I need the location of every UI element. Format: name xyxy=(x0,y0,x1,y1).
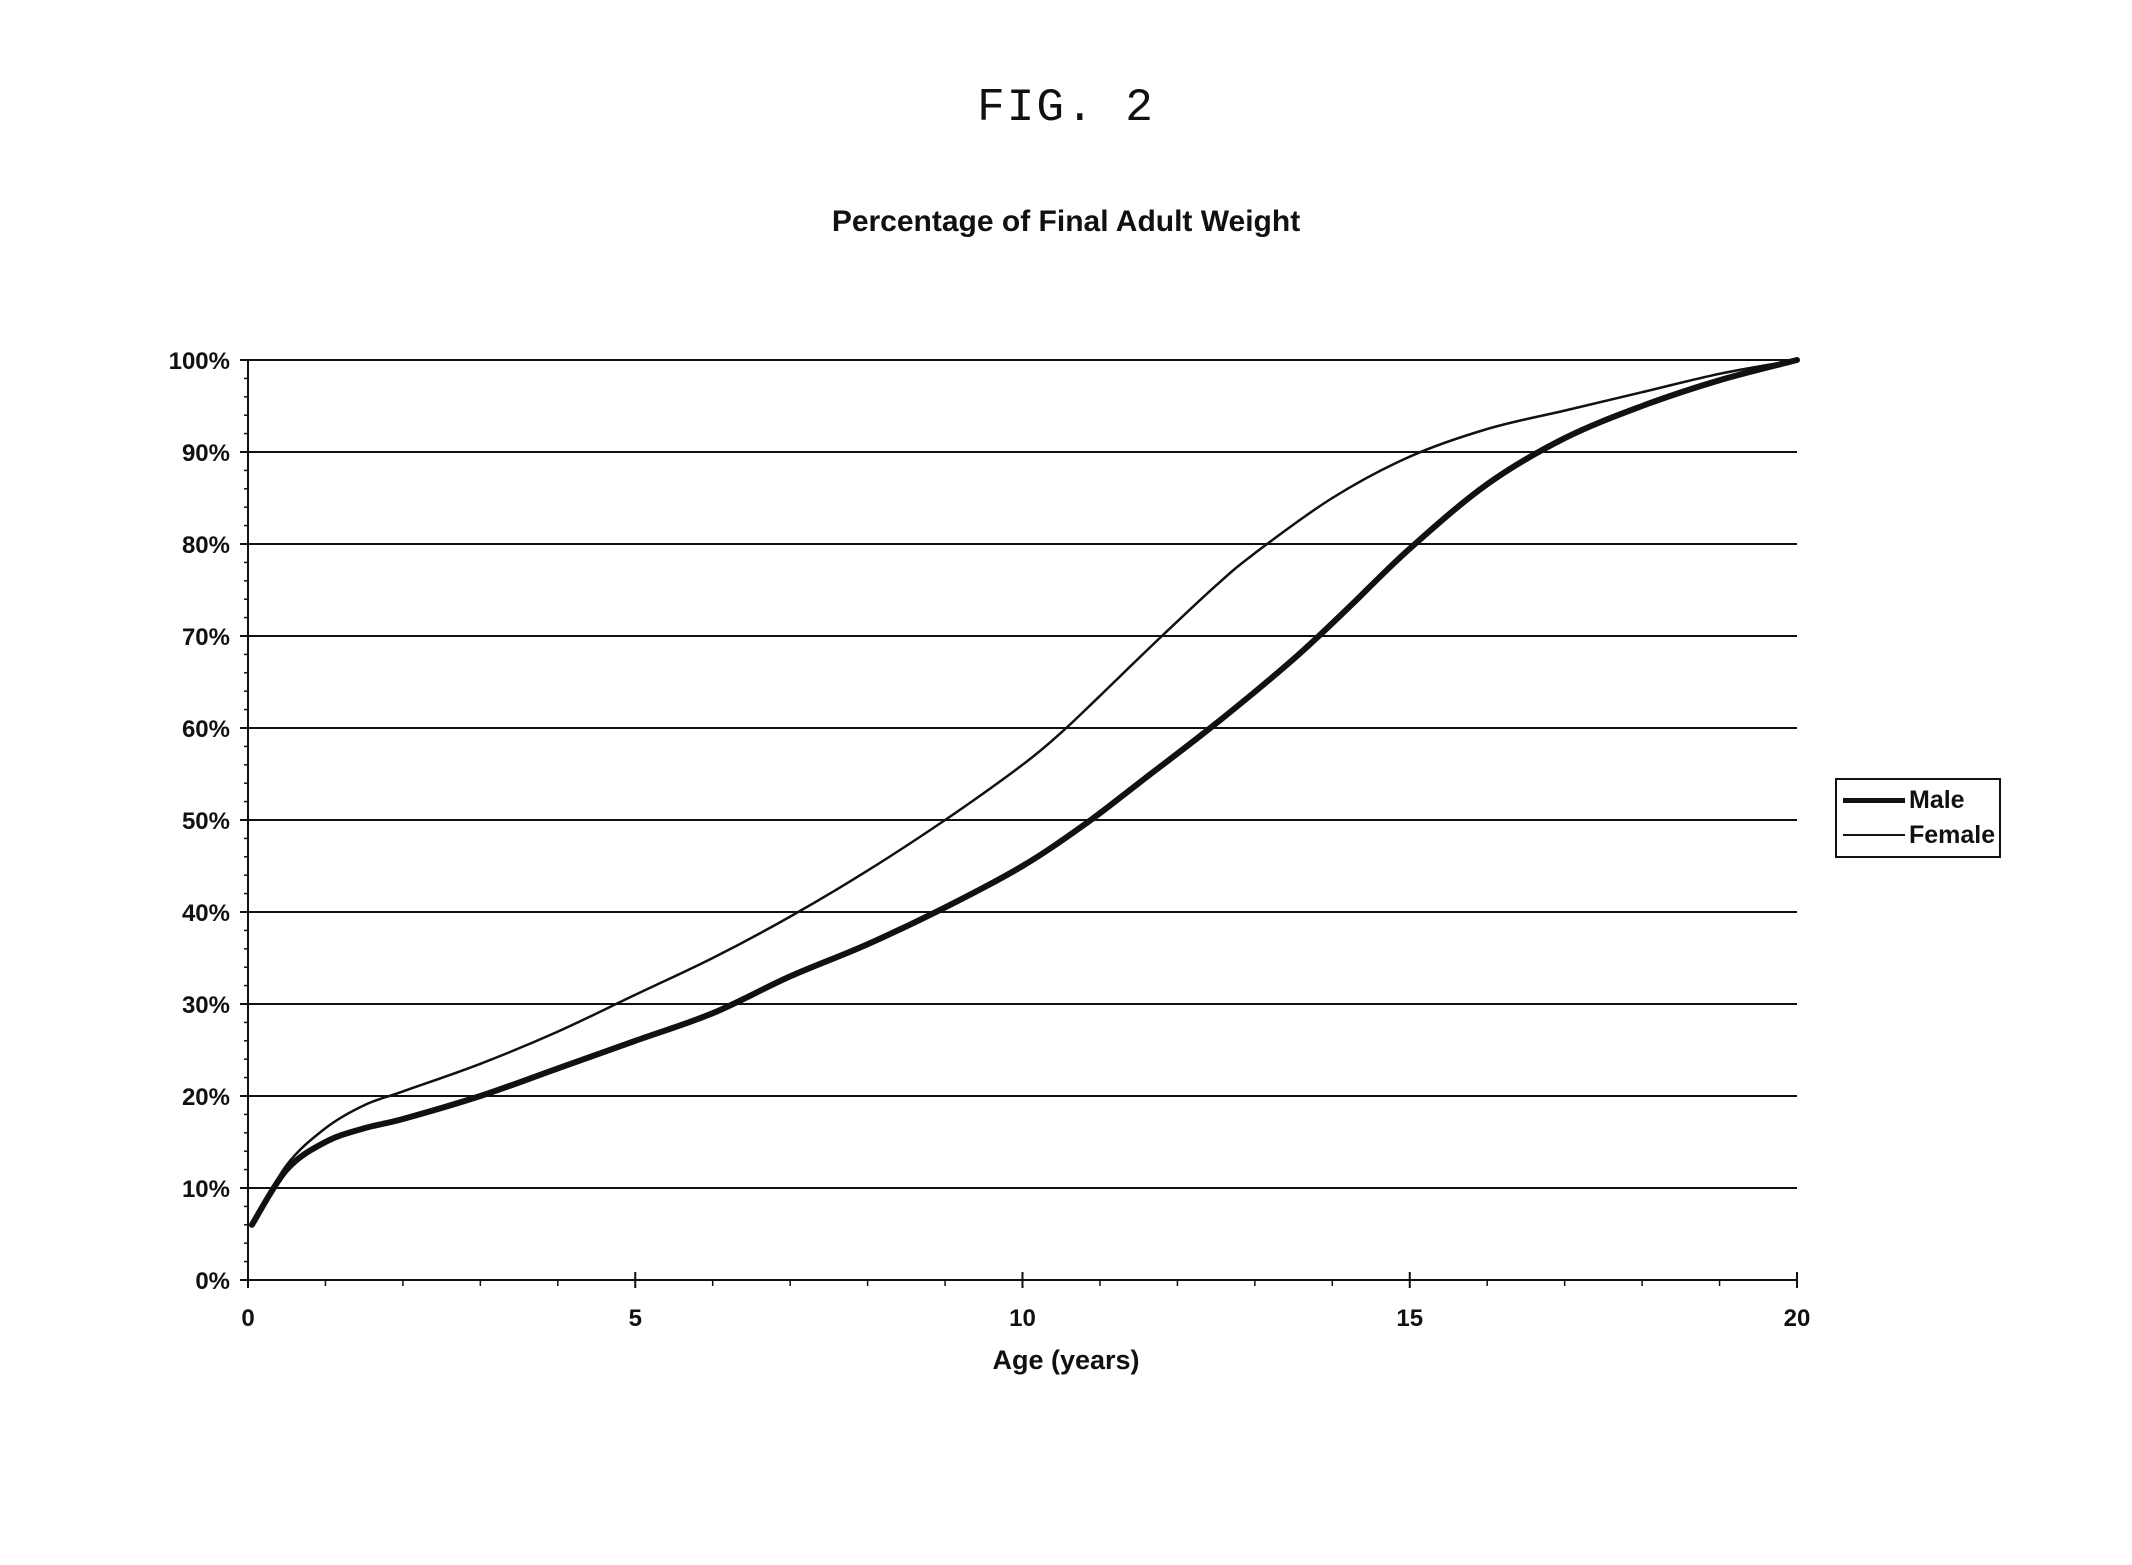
x-tick-label-1: 5 xyxy=(629,1305,642,1332)
y-tick-label-0: 0% xyxy=(195,1268,230,1295)
y-tick-label-6: 60% xyxy=(182,716,230,743)
y-tick-label-5: 50% xyxy=(182,808,230,835)
x-tick-label-3: 15 xyxy=(1396,1305,1423,1332)
x-axis-label: Age (years) xyxy=(0,1345,2132,1376)
legend-label-male: Male xyxy=(1909,786,1965,815)
y-tick-label-9: 90% xyxy=(182,440,230,467)
x-tick-label-0: 0 xyxy=(241,1305,254,1332)
axes xyxy=(240,360,1797,1288)
legend: Male Female xyxy=(1835,778,2001,858)
y-tick-label-10: 100% xyxy=(169,348,230,375)
y-tick-label-4: 40% xyxy=(182,900,230,927)
legend-swatch-female xyxy=(1843,834,1905,836)
x-tick-label-2: 10 xyxy=(1009,1305,1036,1332)
legend-item-male: Male xyxy=(1843,785,1965,815)
y-tick-label-3: 30% xyxy=(182,992,230,1019)
x-tick-label-4: 20 xyxy=(1784,1305,1811,1332)
legend-item-female: Female xyxy=(1843,820,1995,850)
y-tick-label-1: 10% xyxy=(182,1176,230,1203)
y-tick-label-2: 20% xyxy=(182,1084,230,1111)
legend-label-female: Female xyxy=(1909,821,1995,850)
y-tick-label-7: 70% xyxy=(182,624,230,651)
gridlines xyxy=(248,360,1797,1280)
legend-swatch-male xyxy=(1843,798,1905,803)
tick-labels: 0% 10% 20% 30% 40% 50% 60% 70% 80% 90% 100% 0 5 10 15 2… xyxy=(169,348,1811,1332)
y-tick-label-8: 80% xyxy=(182,532,230,559)
